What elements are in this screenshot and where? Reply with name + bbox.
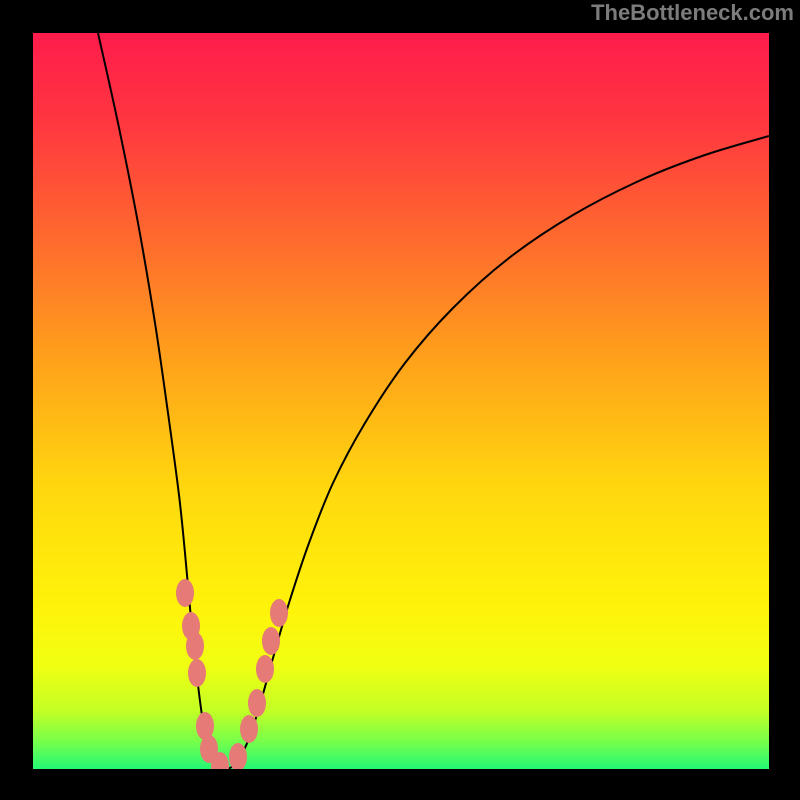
data-marker [186, 632, 204, 660]
data-marker [229, 743, 247, 769]
data-marker [188, 659, 206, 687]
data-marker [176, 579, 194, 607]
data-marker [262, 627, 280, 655]
data-marker [248, 689, 266, 717]
watermark-text: TheBottleneck.com [591, 0, 794, 26]
plot-svg [33, 33, 769, 769]
stage: TheBottleneck.com [0, 0, 800, 800]
plot-area [33, 33, 769, 769]
marker-layer [176, 579, 288, 769]
data-marker [256, 655, 274, 683]
data-marker [270, 599, 288, 627]
data-marker [240, 715, 258, 743]
